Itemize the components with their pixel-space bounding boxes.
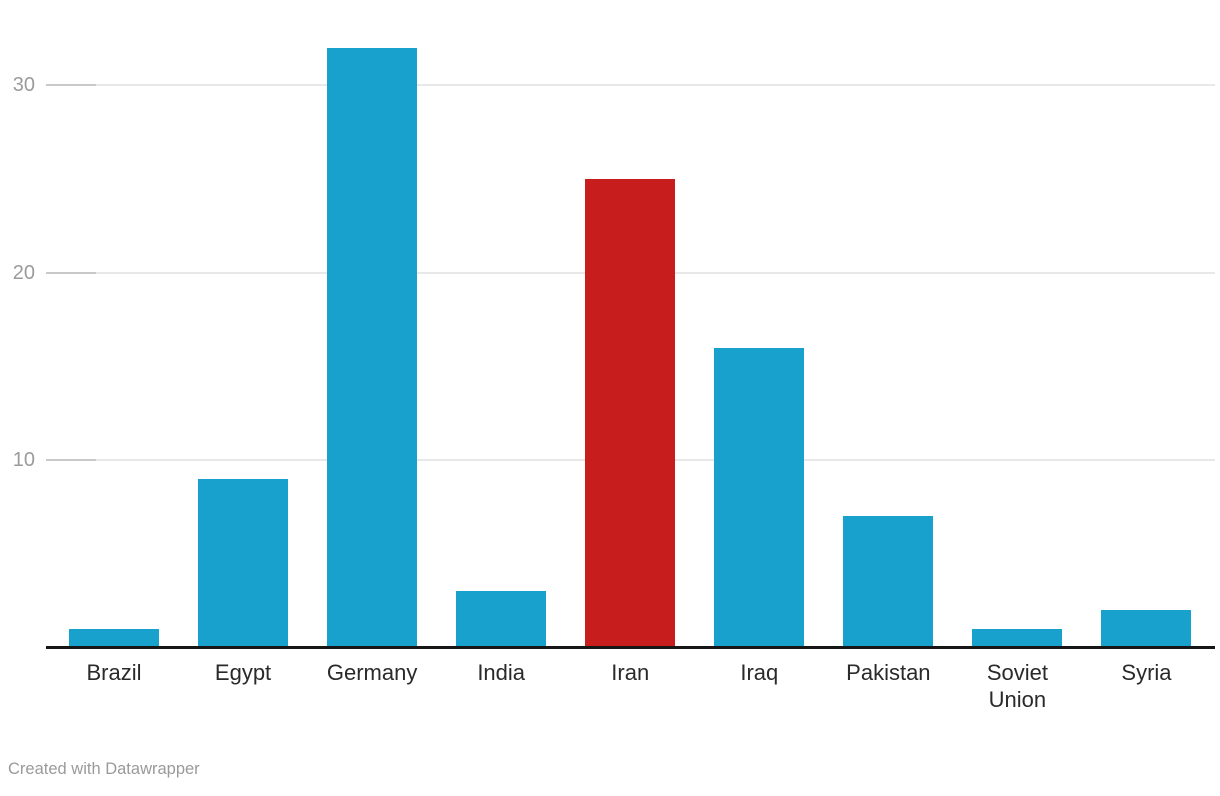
tick-mark-20 — [46, 271, 96, 274]
tick-mark-10 — [46, 459, 96, 461]
x-label-germany: Germany — [326, 660, 418, 685]
bar-brazil[interactable] — [69, 628, 159, 648]
x-label-soviet-union: Soviet Union — [986, 660, 1048, 712]
bar-iran[interactable] — [585, 178, 676, 648]
x-label-syria: Syria — [1121, 660, 1172, 685]
tick-mark-30 — [46, 84, 96, 86]
x-label-brazil: Brazil — [86, 660, 142, 685]
y-tick-label-30: 30 — [12, 74, 35, 96]
x-label-pakistan: Pakistan — [846, 660, 931, 685]
datawrapper-attribution-link[interactable]: Created with Datawrapper — [8, 760, 200, 778]
bar-egypt[interactable] — [198, 478, 289, 648]
x-label-egypt: Egypt — [214, 660, 272, 685]
bar-soviet-union[interactable] — [972, 628, 1063, 648]
bar-syria[interactable] — [1101, 610, 1192, 648]
bar-india[interactable] — [456, 591, 547, 648]
bar-pakistan[interactable] — [843, 516, 934, 648]
bar-iraq[interactable] — [714, 347, 805, 648]
gridline-30 — [46, 84, 1215, 86]
x-label-iran: Iran — [611, 660, 650, 685]
y-tick-label-20: 20 — [12, 261, 35, 284]
bar-germany[interactable] — [327, 47, 418, 648]
x-label-india: India — [477, 660, 526, 685]
x-label-iraq: Iraq — [740, 660, 779, 685]
y-tick-label-10: 10 — [12, 449, 35, 471]
x-axis-line — [46, 646, 1215, 649]
